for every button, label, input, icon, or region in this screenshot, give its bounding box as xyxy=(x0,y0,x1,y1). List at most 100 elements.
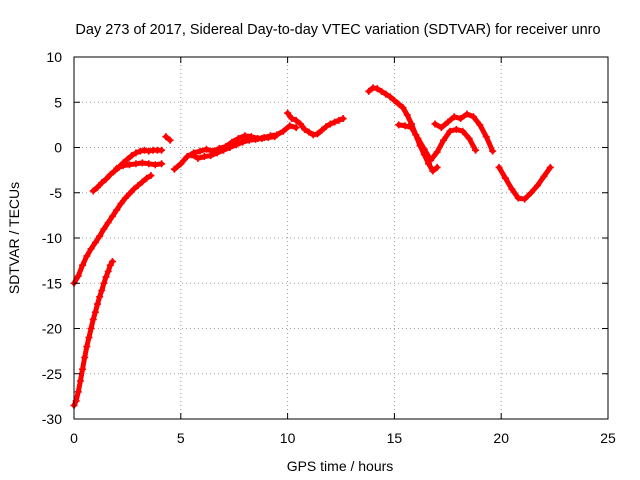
data-point xyxy=(93,300,101,308)
data-point xyxy=(476,121,484,129)
data-point xyxy=(79,261,87,269)
data-point xyxy=(132,160,140,168)
data-point xyxy=(213,149,221,157)
data-point xyxy=(264,134,272,142)
data-point xyxy=(89,187,97,195)
x-tick-label: 0 xyxy=(70,430,78,446)
data-point xyxy=(91,308,99,316)
data-point xyxy=(395,121,403,129)
data-point xyxy=(369,84,377,92)
data-point xyxy=(335,116,343,124)
data-point xyxy=(89,315,97,323)
data-point xyxy=(457,115,465,123)
data-point xyxy=(365,87,373,95)
data-point xyxy=(339,115,347,123)
data-point xyxy=(309,131,317,139)
data-point xyxy=(126,190,134,198)
data-point xyxy=(239,138,247,146)
series-arc-midday2 xyxy=(187,133,279,162)
data-point xyxy=(87,245,95,253)
data-point xyxy=(140,146,148,154)
data-point xyxy=(106,261,114,269)
y-tick-label: -15 xyxy=(42,275,62,291)
data-point xyxy=(245,136,253,144)
data-point xyxy=(102,273,110,281)
data-point xyxy=(452,125,460,133)
x-tick-label: 10 xyxy=(280,430,296,446)
y-tick-label: -10 xyxy=(42,230,62,246)
data-point xyxy=(158,160,166,168)
data-point xyxy=(117,200,125,208)
data-point xyxy=(469,113,477,121)
series-arc-loop xyxy=(113,159,166,172)
y-tick-label: -25 xyxy=(42,366,62,382)
data-point xyxy=(378,87,386,95)
data-point xyxy=(183,153,191,161)
data-point xyxy=(296,120,304,128)
data-point xyxy=(102,175,110,183)
series-arc-dip xyxy=(395,121,480,164)
data-point xyxy=(121,194,129,202)
data-point xyxy=(74,272,82,280)
data-point xyxy=(104,267,112,275)
x-axis-label: GPS time / hours xyxy=(287,458,394,474)
data-point xyxy=(147,172,155,180)
axis-ticks xyxy=(73,56,609,420)
grid-lines xyxy=(74,57,608,419)
data-point xyxy=(234,134,242,142)
data-point xyxy=(459,127,467,135)
data-point xyxy=(158,146,166,154)
data-point xyxy=(108,258,116,266)
data-point xyxy=(482,133,490,141)
data-point xyxy=(433,163,441,171)
data-point xyxy=(202,145,210,153)
data-point xyxy=(194,154,202,162)
data-point xyxy=(292,116,300,124)
data-point xyxy=(98,179,106,187)
data-point xyxy=(444,118,452,126)
y-tick-label: -30 xyxy=(42,411,62,427)
y-axis-label: SDTVAR / TECUs xyxy=(6,182,22,294)
data-point xyxy=(534,182,542,190)
data-point xyxy=(96,293,104,301)
data-point xyxy=(440,136,448,144)
data-point xyxy=(527,189,535,197)
data-point xyxy=(138,159,146,167)
data-point xyxy=(521,195,529,203)
data-point xyxy=(427,156,435,164)
data-point xyxy=(126,161,134,169)
data-point xyxy=(74,388,82,396)
data-point xyxy=(241,132,249,140)
y-tick-label: 10 xyxy=(46,49,62,65)
chart-title: Day 273 of 2017, Sidereal Day-to-day VTE… xyxy=(75,22,600,38)
data-point xyxy=(98,286,106,294)
data-point xyxy=(546,163,554,171)
tick-labels: 0 5 10 15 20 25 -30 -25 -20 -15 -10 -5 0 5 10 xyxy=(42,49,616,446)
data-point xyxy=(143,174,151,182)
series-arc-dot xyxy=(162,133,174,144)
series-trace xyxy=(432,111,496,154)
data-point xyxy=(113,164,121,172)
data-point xyxy=(196,147,204,155)
data-point xyxy=(429,167,437,175)
data-point xyxy=(390,96,398,104)
data-point xyxy=(119,162,127,170)
data-point xyxy=(373,85,381,93)
data-point xyxy=(138,178,146,186)
data-point xyxy=(508,185,516,193)
data-point xyxy=(76,377,84,385)
data-point xyxy=(96,232,104,240)
data-point xyxy=(284,109,292,117)
data-point xyxy=(106,171,114,179)
data-point xyxy=(403,111,411,119)
data-point xyxy=(314,130,322,138)
series-arc-evening xyxy=(495,163,554,203)
data-point xyxy=(463,110,471,118)
data-point xyxy=(145,147,153,155)
data-point xyxy=(104,219,112,227)
data-point xyxy=(271,133,279,141)
x-tick-label: 15 xyxy=(387,430,403,446)
data-point xyxy=(279,127,287,135)
